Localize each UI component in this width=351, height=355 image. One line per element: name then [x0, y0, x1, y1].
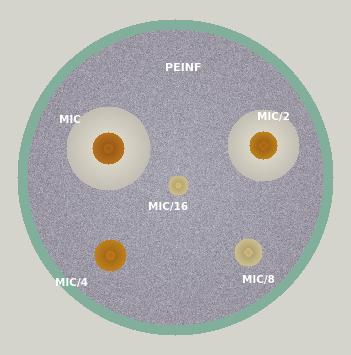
- Text: MIC/16: MIC/16: [148, 202, 188, 212]
- Text: PEINF: PEINF: [165, 63, 201, 73]
- Text: MIC/2: MIC/2: [257, 112, 290, 122]
- Text: MIC/8: MIC/8: [241, 275, 274, 285]
- Text: MIC: MIC: [59, 115, 81, 125]
- Text: MIC/4: MIC/4: [55, 278, 88, 288]
